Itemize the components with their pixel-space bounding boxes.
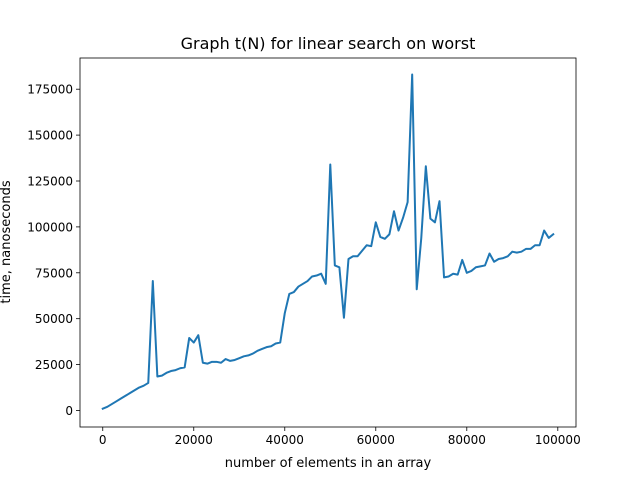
x-tick-label: 20000 [175, 433, 213, 447]
plot-layer [101, 73, 555, 410]
x-tick-label: 100000 [535, 433, 581, 447]
x-axis-label: number of elements in an array [225, 456, 432, 471]
x-tick-label: 40000 [266, 433, 304, 447]
y-tick-label: 175000 [27, 83, 73, 97]
y-tick-label: 125000 [27, 175, 73, 189]
series-line-0 [101, 73, 555, 410]
y-tick-label: 75000 [35, 266, 73, 280]
y-axis-label: time, nanoseconds [0, 180, 14, 303]
x-tick-label: 0 [99, 433, 107, 447]
y-tick-label: 0 [65, 404, 73, 418]
y-tick-label: 50000 [35, 312, 73, 326]
x-tick-label: 60000 [357, 433, 395, 447]
chart-title: Graph t(N) for linear search on worst [181, 34, 476, 53]
y-tick-label: 25000 [35, 358, 73, 372]
plot-frame [79, 57, 577, 428]
tick-layer: 0 20000 40000 60000 80000 100000 0 25000 50000 75… [27, 83, 581, 447]
y-tick-label: 150000 [27, 129, 73, 143]
y-tick-label: 100000 [27, 220, 73, 234]
x-tick-label: 80000 [448, 433, 486, 447]
